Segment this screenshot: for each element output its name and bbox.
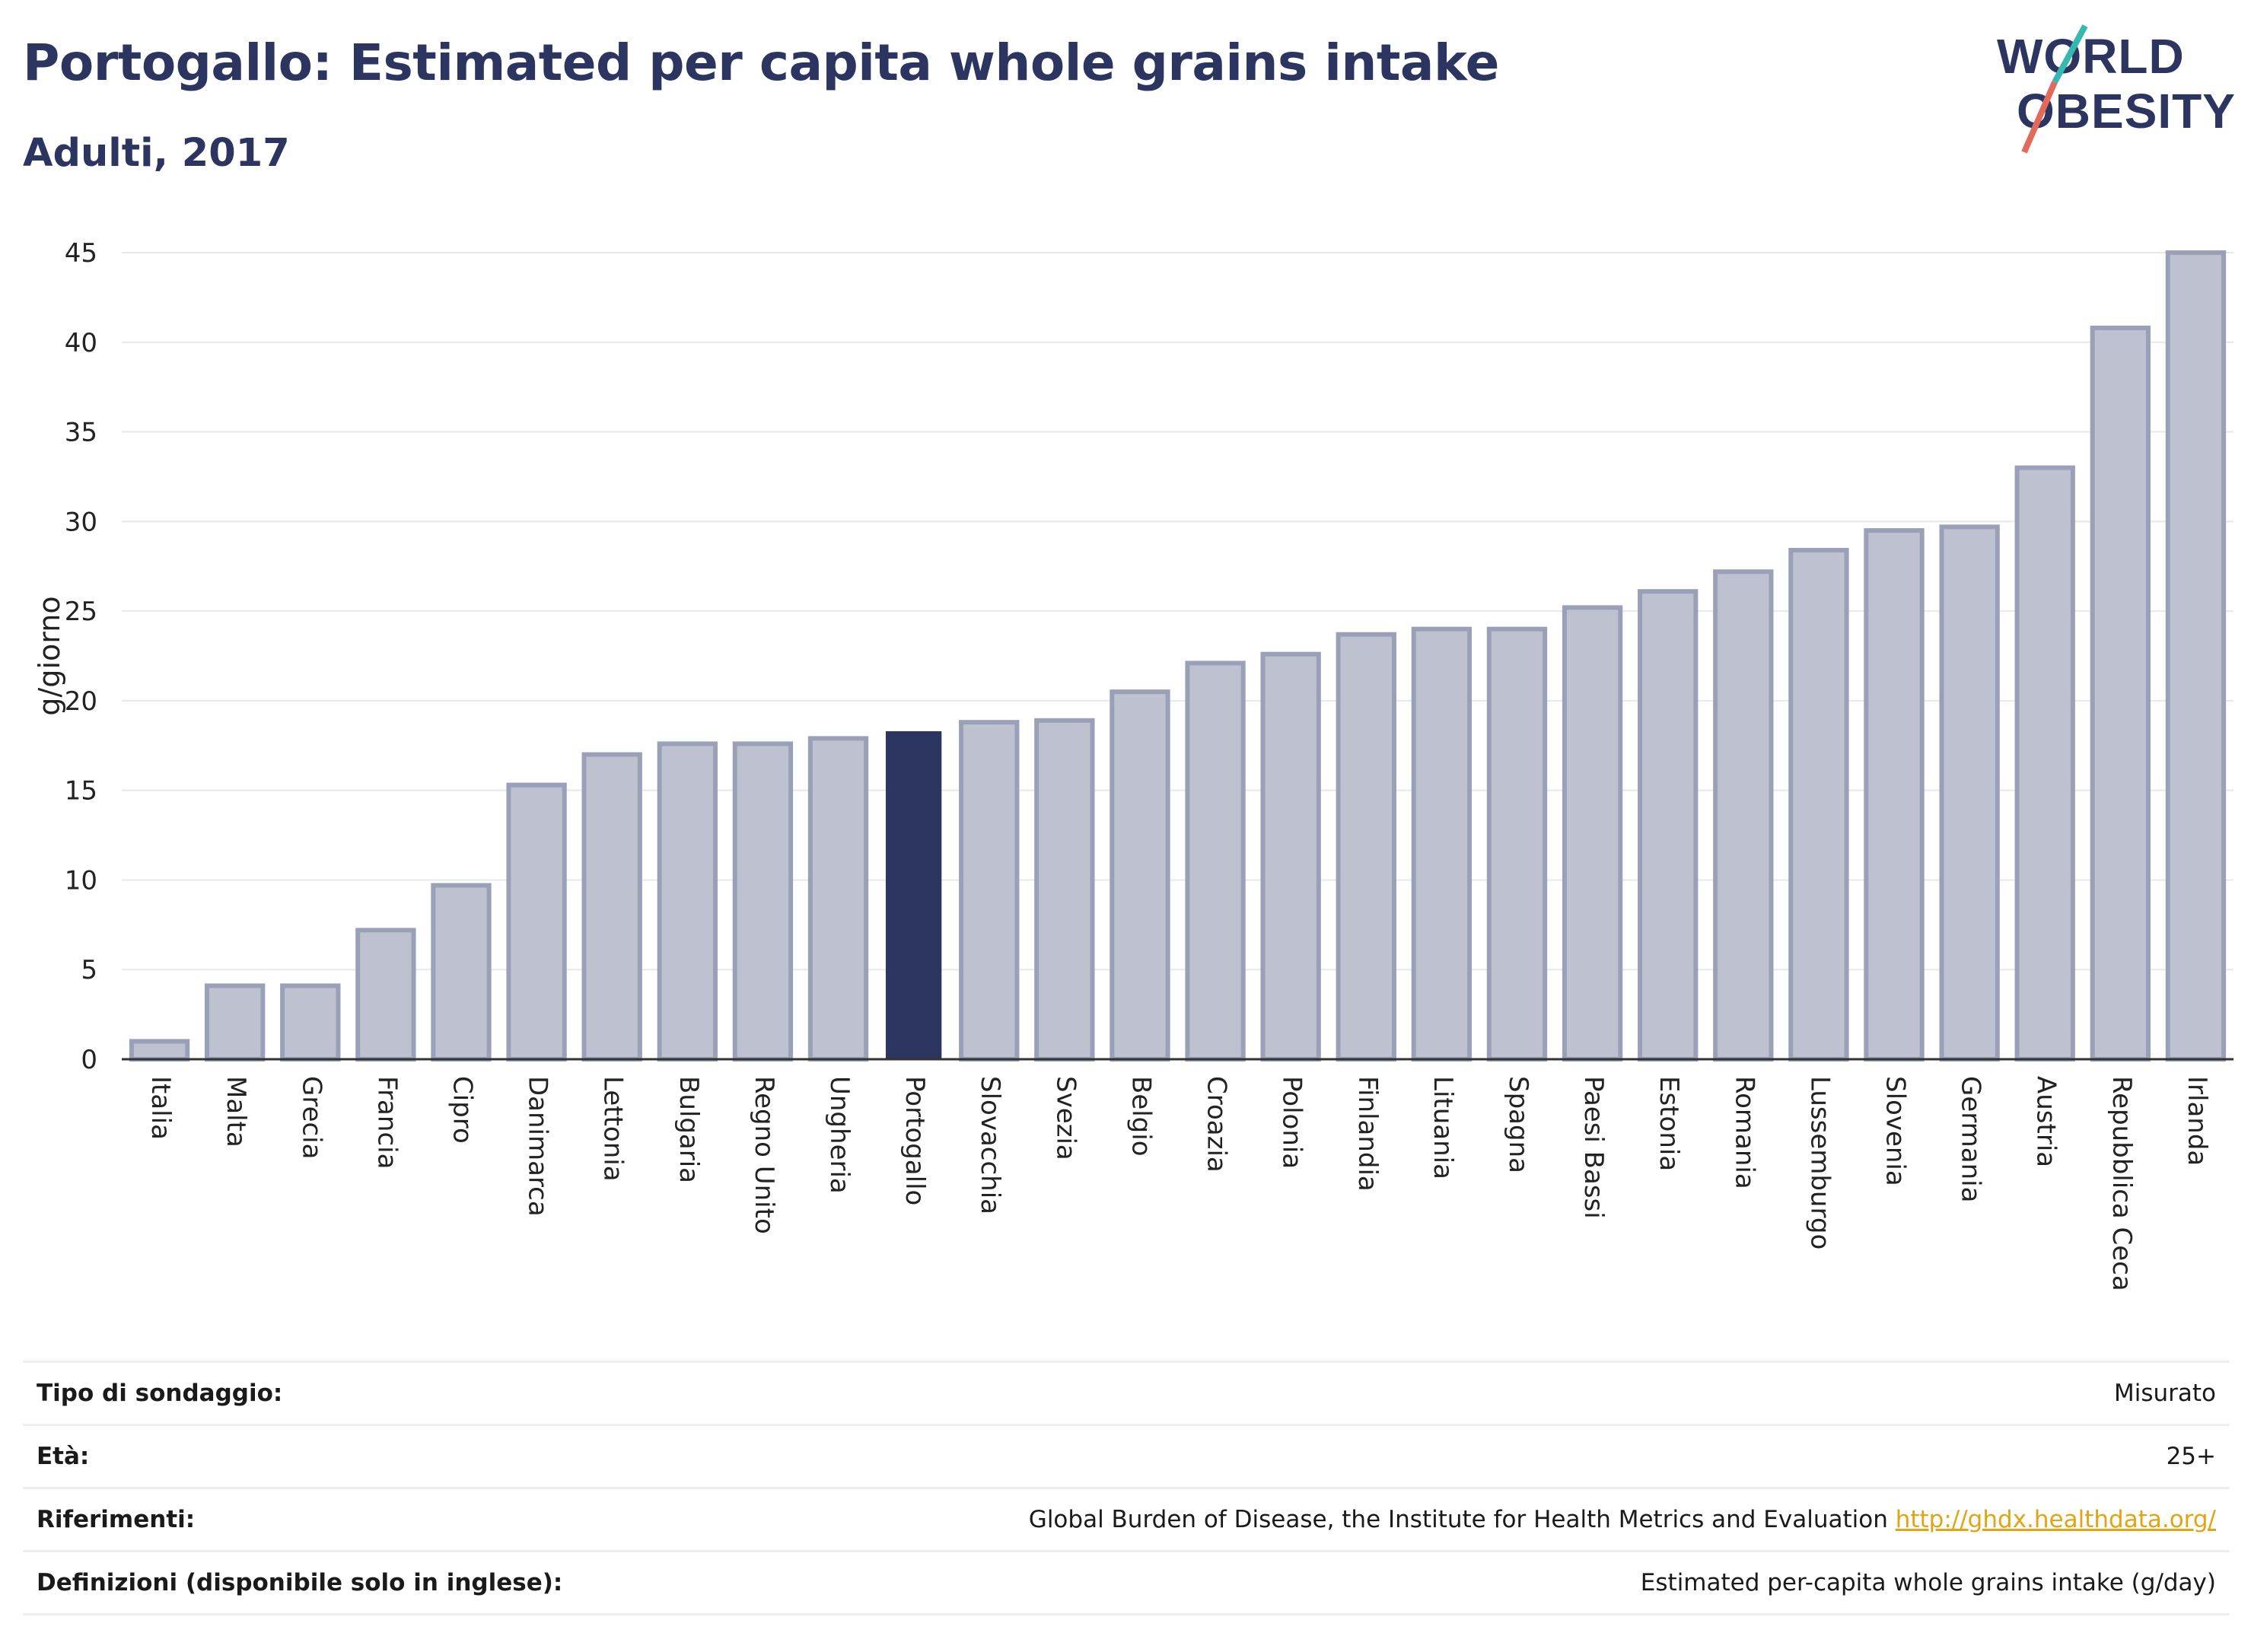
x-tick-label: Germania xyxy=(1956,1076,1986,1202)
logo-slash-bottom xyxy=(2021,81,2058,154)
bar xyxy=(1411,626,1473,1062)
info-value: Estimated per-capita whole grains intake… xyxy=(713,1551,2230,1615)
info-label: Tipo di sondaggio: xyxy=(23,1361,714,1426)
x-tick-label: Lussemburgo xyxy=(1804,1076,1835,1249)
x-tick-label: Finlandia xyxy=(1352,1076,1383,1192)
y-tick-label: 5 xyxy=(81,955,97,985)
y-tick-label: 35 xyxy=(65,418,97,448)
chart-subtitle: Adulti, 2017 xyxy=(23,131,290,176)
bar xyxy=(431,883,492,1062)
bar xyxy=(280,983,341,1062)
info-value-cell: Global Burden of Disease, the Institute … xyxy=(713,1488,2230,1552)
y-tick-label: 15 xyxy=(65,776,97,807)
bar xyxy=(959,720,1020,1062)
bar xyxy=(1713,569,1774,1062)
y-tick-label: 20 xyxy=(65,686,97,717)
chart-title: Portogallo: Estimated per capita whole g… xyxy=(23,33,1499,92)
bar xyxy=(1110,689,1170,1062)
bar xyxy=(1486,626,1548,1062)
info-row-age: Età: 25+ xyxy=(23,1424,2230,1489)
y-tick-label: 0 xyxy=(81,1045,97,1075)
y-tick-label: 10 xyxy=(65,865,97,896)
reference-link[interactable]: http://ghdx.healthdata.org/ xyxy=(1895,1506,2216,1533)
x-tick-label: Croazia xyxy=(1202,1076,1232,1173)
bar xyxy=(885,731,942,1059)
x-tick-label: Belgio xyxy=(1126,1076,1156,1157)
world-obesity-logo: WORLD OBESITY xyxy=(1997,24,2235,154)
x-tick-label: Malta xyxy=(221,1076,251,1147)
x-tick-label: Estonia xyxy=(1654,1076,1684,1171)
bar xyxy=(2014,465,2075,1062)
x-tick-label: Lettonia xyxy=(598,1076,629,1182)
x-tick-label: Bulgaria xyxy=(673,1076,704,1183)
x-tick-label: Repubblica Ceca xyxy=(2106,1076,2137,1291)
x-tick-label: Romania xyxy=(1729,1076,1759,1189)
logo-slash-top xyxy=(2052,24,2088,84)
x-tick-label: Svezia xyxy=(1050,1076,1081,1160)
bar xyxy=(1638,589,1699,1062)
x-tick-label: Italia xyxy=(145,1076,176,1140)
x-tick-label: Paesi Bassi xyxy=(1578,1076,1609,1219)
info-table: Tipo di sondaggio: Misurato Età: 25+ Rif… xyxy=(23,1361,2230,1615)
logo-line1: WORLD xyxy=(1997,29,2185,84)
bar xyxy=(2165,250,2227,1062)
info-label: Definizioni (disponibile solo in inglese… xyxy=(23,1551,714,1615)
bar xyxy=(1336,632,1396,1062)
bar xyxy=(1260,651,1321,1062)
bar xyxy=(807,736,869,1062)
bar xyxy=(506,782,567,1062)
x-tick-label: Slovacchia xyxy=(975,1076,1005,1214)
info-label: Riferimenti: xyxy=(23,1488,714,1552)
bar xyxy=(1562,605,1623,1062)
bar xyxy=(129,1039,190,1062)
x-tick-label: Ungheria xyxy=(824,1076,855,1194)
bar-chart: 0 5 10 15 20 25 30 35 40 45 Italia Malta Grecia Franc… xyxy=(33,238,2233,1291)
y-tick-label: 30 xyxy=(65,507,97,537)
x-tick-label: Portogallo xyxy=(899,1076,930,1205)
y-tick-label: 25 xyxy=(65,597,97,627)
bar xyxy=(657,741,718,1062)
info-label: Età: xyxy=(23,1424,714,1489)
y-axis-label: g/giorno xyxy=(33,596,66,715)
info-value: 25+ xyxy=(713,1424,2230,1489)
bar xyxy=(1788,548,1849,1062)
x-tick-label: Grecia xyxy=(296,1076,326,1159)
bar xyxy=(1939,524,2000,1062)
x-tick-label: Austria xyxy=(2031,1076,2062,1167)
bar xyxy=(355,928,416,1062)
info-row-definitions: Definizioni (disponibile solo in inglese… xyxy=(23,1551,2230,1615)
x-tick-label: Cipro xyxy=(447,1076,477,1144)
bar xyxy=(1864,528,1925,1062)
bar xyxy=(204,983,266,1062)
x-tick-label: Lituania xyxy=(1428,1076,1458,1179)
bar xyxy=(581,752,642,1062)
x-tick-label: Francia xyxy=(371,1076,402,1169)
x-tick-label: Slovenia xyxy=(1880,1076,1911,1186)
bar xyxy=(732,741,794,1062)
bar xyxy=(1185,660,1246,1062)
x-tick-label: Irlanda xyxy=(2182,1076,2212,1166)
info-value: Global Burden of Disease, the Institute … xyxy=(1028,1506,1888,1533)
info-value: Misurato xyxy=(713,1361,2230,1426)
info-row-references: Riferimenti: Global Burden of Disease, t… xyxy=(23,1488,2230,1552)
y-tick-label: 40 xyxy=(65,328,97,358)
info-row-survey-type: Tipo di sondaggio: Misurato xyxy=(23,1361,2230,1426)
bar xyxy=(2090,325,2151,1062)
bar xyxy=(1034,718,1095,1062)
x-tick-label: Danimarca xyxy=(523,1076,553,1217)
x-tick-label: Polonia xyxy=(1277,1076,1307,1169)
x-tick-label: Regno Unito xyxy=(749,1076,779,1234)
y-tick-label: 45 xyxy=(65,238,97,269)
x-tick-label: Spagna xyxy=(1503,1076,1533,1173)
